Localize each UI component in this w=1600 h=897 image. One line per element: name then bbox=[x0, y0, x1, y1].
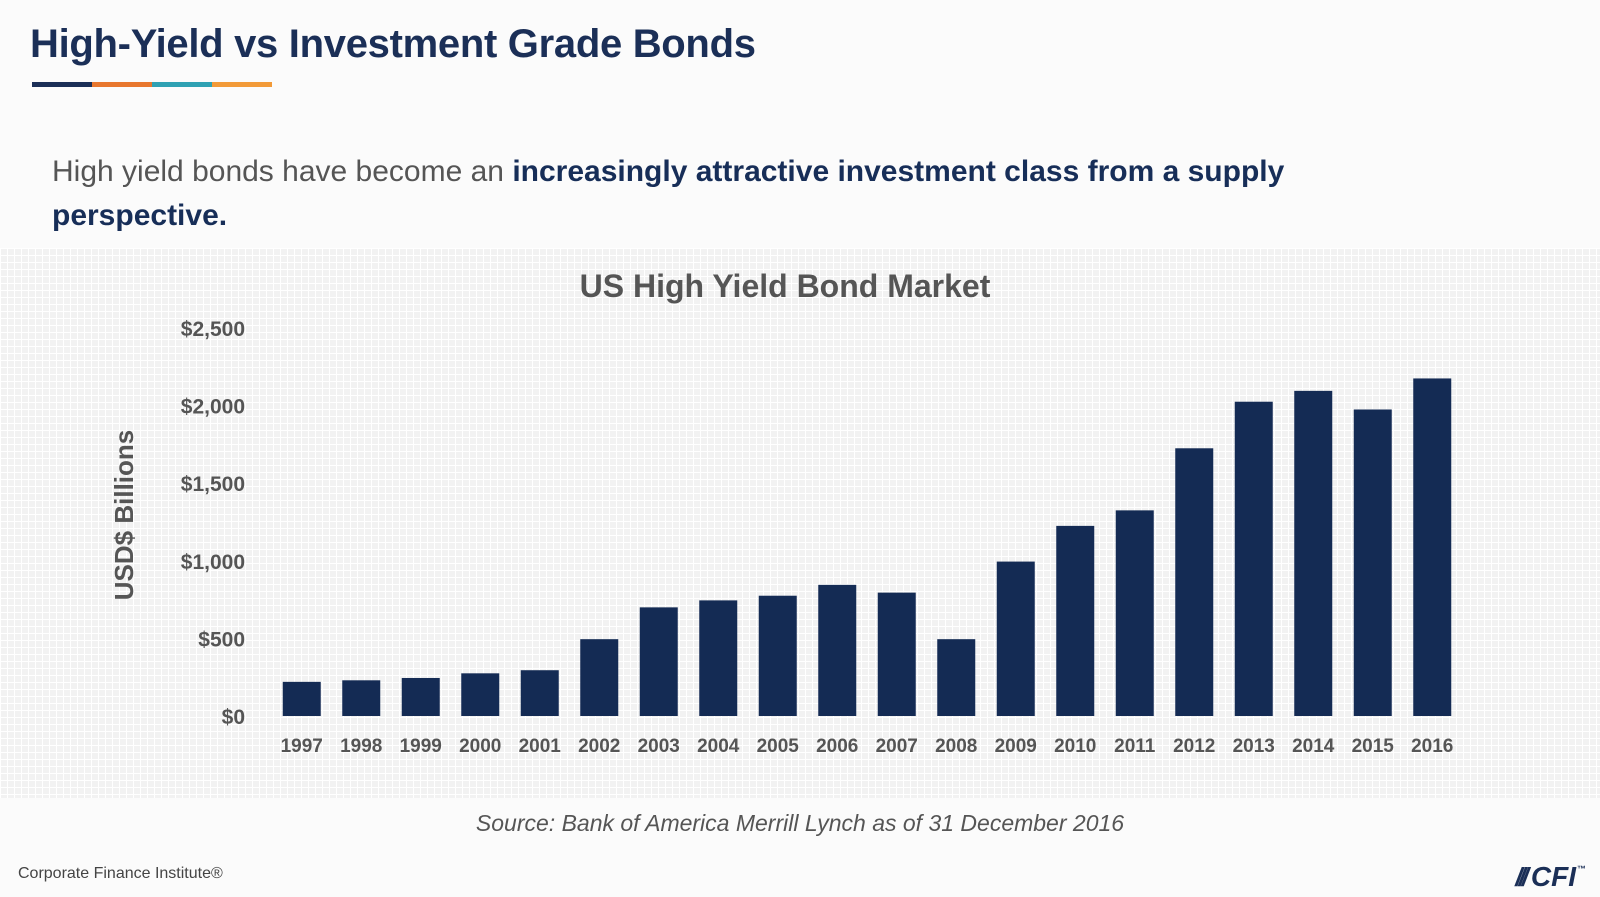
accent-segment bbox=[212, 82, 272, 87]
x-tick-label: 2004 bbox=[697, 736, 740, 757]
bar-2013 bbox=[1234, 401, 1273, 716]
x-tick-label: 2003 bbox=[638, 736, 680, 757]
bar-2014 bbox=[1294, 390, 1333, 716]
x-tick-label: 2001 bbox=[519, 736, 562, 757]
subtitle-emphasis: increasingly attractive investment class… bbox=[52, 155, 1285, 232]
accent-segment bbox=[32, 82, 92, 87]
bar-2001 bbox=[520, 670, 559, 716]
x-tick-label: 2011 bbox=[1114, 736, 1156, 757]
x-tick-label: 2002 bbox=[578, 736, 620, 757]
x-tick-label: 2015 bbox=[1352, 736, 1395, 757]
accent-segment bbox=[92, 82, 152, 87]
x-tick-label: 2010 bbox=[1054, 736, 1096, 757]
y-tick-label: $500 bbox=[198, 628, 245, 651]
source-note: Source: Bank of America Merrill Lynch as… bbox=[475, 810, 1125, 836]
x-tick-label: 1997 bbox=[281, 736, 323, 757]
logo-text: CFI bbox=[1530, 861, 1576, 892]
x-tick-label: 2005 bbox=[757, 736, 800, 757]
bar-2000 bbox=[461, 673, 500, 716]
x-tick-label: 2014 bbox=[1292, 736, 1335, 757]
bar-2004 bbox=[699, 600, 738, 716]
x-tick-label: 2012 bbox=[1173, 736, 1215, 757]
x-tick-label: 2013 bbox=[1233, 736, 1275, 757]
bar-2010 bbox=[1056, 525, 1095, 716]
bar-1999 bbox=[401, 677, 440, 716]
x-tick-label: 1998 bbox=[340, 736, 382, 757]
bar-2009 bbox=[996, 561, 1035, 716]
slide-subtitle: High yield bonds have become an increasi… bbox=[52, 150, 1382, 238]
x-tick-label: 2016 bbox=[1411, 736, 1453, 757]
y-tick-label: $1,500 bbox=[181, 473, 245, 496]
bar-2006 bbox=[818, 584, 857, 716]
y-tick-label: $0 bbox=[222, 706, 245, 729]
logo-slashes-icon: /// bbox=[1515, 861, 1529, 892]
x-tick-label: 2007 bbox=[876, 736, 918, 757]
bar-1998 bbox=[342, 680, 381, 716]
cfi-logo: /// CFI ™ bbox=[1515, 861, 1586, 892]
y-tick-label: $1,000 bbox=[181, 551, 245, 574]
bar-2012 bbox=[1175, 448, 1214, 716]
y-axis-label: USD$ Billions bbox=[109, 430, 139, 600]
y-tick-label: $2,000 bbox=[181, 396, 245, 419]
bar-2016 bbox=[1413, 378, 1452, 716]
x-tick-label: 2006 bbox=[816, 736, 858, 757]
x-tick-label: 2000 bbox=[459, 736, 501, 757]
bar-chart: US High Yield Bond Market USD$ Billions … bbox=[109, 268, 1453, 757]
y-tick-label: $2,500 bbox=[181, 318, 245, 341]
chart-title: US High Yield Bond Market bbox=[580, 268, 991, 304]
subtitle-plain: High yield bonds have become an bbox=[52, 155, 513, 188]
bar-2005 bbox=[758, 595, 797, 716]
footer-company: Corporate Finance Institute® bbox=[18, 865, 223, 882]
bar-2011 bbox=[1115, 510, 1154, 716]
slide-title: High-Yield vs Investment Grade Bonds bbox=[30, 22, 756, 66]
bar-2008 bbox=[937, 639, 976, 716]
x-tick-label: 2008 bbox=[935, 736, 977, 757]
bar-2003 bbox=[639, 607, 678, 716]
chart-panel: US High Yield Bond Market USD$ Billions … bbox=[0, 248, 1600, 798]
bar-2002 bbox=[580, 639, 619, 716]
title-accent-bar bbox=[32, 82, 272, 87]
x-tick-label: 1999 bbox=[400, 736, 442, 757]
x-tick-label: 2009 bbox=[995, 736, 1037, 757]
bar-2007 bbox=[877, 592, 916, 716]
accent-segment bbox=[152, 82, 212, 87]
logo-trademark: ™ bbox=[1577, 864, 1586, 874]
bar-1997 bbox=[282, 681, 321, 716]
bar-2015 bbox=[1353, 409, 1392, 716]
